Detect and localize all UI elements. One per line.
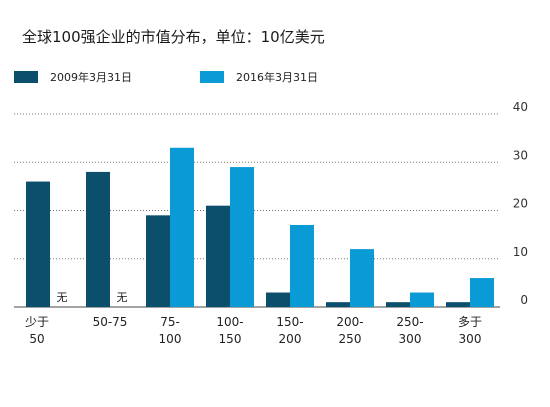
bar-s2-c7 [410, 292, 434, 307]
chart-title: 全球100强企业的市值分布，单位：10亿美元 [22, 28, 325, 46]
x-tick-label-c3-l2: 100 [159, 332, 182, 346]
missing-label-s2-c1: 无 [57, 291, 68, 304]
y-tick-labels: 0 10 20 30 40 [513, 100, 528, 307]
bar-s2-c6 [350, 249, 374, 307]
bar-s1-c5 [266, 292, 290, 307]
legend-label-2016: 2016年3月31日 [236, 71, 318, 84]
y-tick-label-40: 40 [513, 100, 528, 114]
x-tick-label-c1-l1: 少于 [25, 315, 49, 329]
x-tick-label-c6-l1: 200- [336, 315, 363, 329]
bar-s2-c5 [290, 224, 314, 307]
y-tick-label-30: 30 [513, 148, 528, 162]
x-tick-label-c8-l1: 多于 [458, 315, 482, 329]
bar-s1-c1 [26, 181, 50, 307]
legend-item-2016: 2016年3月31日 [200, 68, 318, 86]
x-tick-label-c7-l1: 250- [396, 315, 423, 329]
y-tick-label-20: 20 [513, 197, 528, 211]
bar-s2-c3 [170, 147, 194, 307]
bar-s1-c3 [146, 215, 170, 307]
bar-s1-c4 [206, 205, 230, 307]
y-tick-label-0: 0 [520, 293, 528, 307]
bar-s1-c7 [386, 302, 410, 307]
x-tick-label-c3-l1: 75- [160, 315, 180, 329]
bar-s1-c2 [86, 171, 110, 307]
x-tick-label-c4-l1: 100- [216, 315, 243, 329]
x-tick-label-c5-l2: 200 [279, 332, 302, 346]
bar-s2-c8 [470, 278, 494, 307]
x-tick-label-c4-l2: 150 [219, 332, 242, 346]
legend: 2009年3月31日 2016年3月31日 [14, 68, 534, 86]
bars [26, 147, 494, 307]
x-tick-labels: 少于 50 50-75 75- 100 100- 150 150- 200 200- 250 250-… [25, 315, 482, 346]
legend-label-2009: 2009年3月31日 [50, 71, 132, 84]
x-tick-label-c7-l2: 300 [399, 332, 422, 346]
legend-swatch-2016 [200, 71, 224, 83]
x-tick-label-c8-l2: 300 [459, 332, 482, 346]
bar-s1-c8 [446, 302, 470, 307]
legend-item-2009: 2009年3月31日 [14, 68, 132, 86]
bar-s1-c6 [326, 302, 350, 307]
x-tick-label-c6-l2: 250 [339, 332, 362, 346]
y-tick-label-10: 10 [513, 245, 528, 259]
missing-labels: 无无 [57, 291, 128, 304]
x-tick-label-c1-l2: 50 [29, 332, 44, 346]
missing-label-s2-c2: 无 [117, 291, 128, 304]
x-tick-label-c5-l1: 150- [276, 315, 303, 329]
x-tick-label-c2-l1: 50-75 [93, 315, 128, 329]
bar-s2-c4 [230, 167, 254, 307]
legend-swatch-2009 [14, 71, 38, 83]
